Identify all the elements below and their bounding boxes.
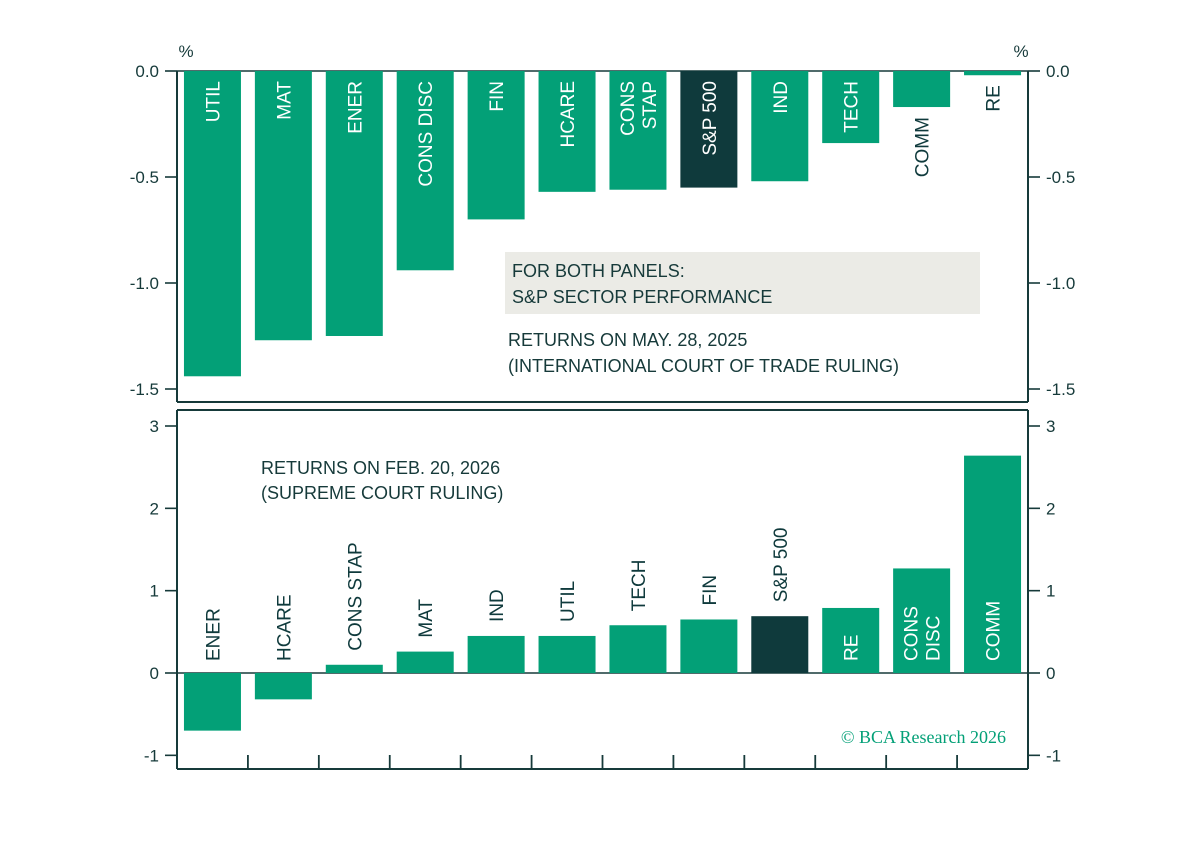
bottom-left-tick-label: 1 [150,582,159,601]
bottom-bar-label: FIN [700,575,721,606]
legend-note-line1: FOR BOTH PANELS: [512,261,685,281]
top-bar-hcare [538,71,596,192]
top-right-tick-label: 0.0 [1046,62,1070,81]
top-bar-tech [822,71,880,144]
top-bar-fin [467,71,525,220]
top-bar-label: IND [771,81,792,114]
bottom-left-tick-label: 0 [150,664,159,683]
top-panel-subtitle: (INTERNATIONAL COURT OF TRADE RULING) [508,356,899,376]
bottom-bar-label: ENER [203,608,224,661]
bottom-bar-label: UTIL [558,581,579,622]
bottom-bar-comm [964,455,1022,673]
bottom-bar-label: RE [842,635,863,661]
top-bar-label: RE [984,85,1005,111]
top-left-tick-label: -1.0 [130,274,159,293]
top-bar-label: COMM [913,117,934,177]
left-unit-label: % [178,42,193,61]
bottom-bar-label: S&P 500 [771,528,792,603]
bottom-bar-mat [396,651,454,673]
bottom-bar-label: TECH [629,560,650,612]
bottom-bar-label: CONS STAP [345,542,366,650]
bottom-bar-cons-disc [893,568,951,673]
bottom-bar-re [822,607,880,673]
top-bar-mat [254,71,312,341]
bottom-left-tick-label: -1 [144,746,159,765]
bottom-bar-s-p-500 [751,616,809,673]
top-bar-cons-disc [396,71,454,271]
top-right-tick-label: -1.5 [1046,380,1075,399]
bottom-bar-cons-stap [325,664,383,673]
top-bar-util [183,71,241,377]
top-left-tick-label: 0.0 [135,62,159,81]
bottom-left-tick-label: 3 [150,417,159,436]
top-bar-ind [751,71,809,182]
top-bar-label: S&P 500 [700,81,721,156]
credit-label: © BCA Research 2026 [841,727,1006,747]
bottom-bar-ind [467,635,525,673]
top-bar-ener [325,71,383,336]
bottom-right-tick-label: 0 [1046,664,1055,683]
bottom-panel-title: RETURNS ON FEB. 20, 2026 [261,458,500,478]
top-bar-label: CONS DISC [416,81,437,187]
top-left-tick-label: -0.5 [130,168,159,187]
bottom-right-tick-label: 2 [1046,499,1055,518]
bottom-bar-hcare [254,673,312,700]
bottom-bar-label: HCARE [274,594,295,661]
top-bar-label: UTIL [203,81,224,122]
top-bar-label: FIN [487,81,508,112]
top-left-tick-label: -1.5 [130,380,159,399]
bottom-bar-util [538,635,596,673]
bottom-bar-label: CONSDISC [902,606,945,661]
top-bar-label: MAT [274,81,295,120]
top-right-tick-label: -1.0 [1046,274,1075,293]
legend-note-box [505,252,980,314]
bottom-panel: 3 3 2 2 1 1 0 0 -1 -1 ENER HCARE CONS STAP MAT IND UTIL… [144,409,1061,770]
top-bar-label: HCARE [558,81,579,148]
top-bar-label: ENER [345,81,366,134]
top-bar-comm [893,71,951,108]
bottom-panel-subtitle: (SUPREME COURT RULING) [261,483,503,503]
top-bar-s-p-500 [680,71,738,188]
legend-note-line2: S&P SECTOR PERFORMANCE [512,287,772,307]
bottom-right-tick-label: 3 [1046,417,1055,436]
right-unit-label: % [1013,42,1028,61]
bottom-right-tick-label: 1 [1046,582,1055,601]
top-bar-cons-stap [609,71,667,190]
bottom-bar-label: MAT [416,599,437,638]
bottom-bar-label: COMM [984,601,1005,661]
bottom-bar-ener [183,673,241,731]
top-right-tick-label: -0.5 [1046,168,1075,187]
top-bar-label: CONSSTAP [618,81,661,136]
bottom-right-tick-label: -1 [1046,746,1061,765]
top-panel-title: RETURNS ON MAY. 28, 2025 [508,330,747,350]
bottom-bar-tech [609,625,667,673]
bottom-bar-fin [680,619,738,673]
bottom-left-tick-label: 2 [150,499,159,518]
top-bar-re [964,71,1022,76]
top-bar-label: TECH [842,81,863,133]
top-panel: 0.0 0.0 -0.5 -0.5 -1.0 -1.0 -1.5 -1.5 UTIL MAT ENE… [130,62,1075,403]
bottom-bar-label: IND [487,589,508,622]
